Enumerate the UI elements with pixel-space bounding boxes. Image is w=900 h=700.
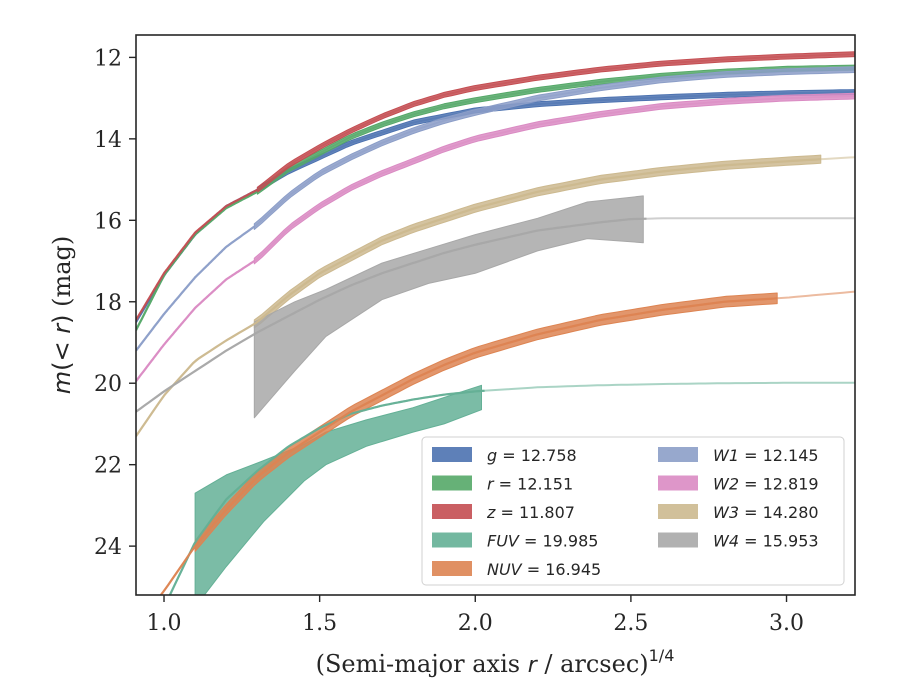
band-nuv: [194, 292, 778, 552]
x-tick-label: 1.5: [302, 611, 337, 636]
y-tick-label: 14: [94, 128, 122, 153]
y-tick-label: 20: [94, 372, 122, 397]
band-w4: [253, 195, 644, 419]
legend-item-g: g = 12.758: [432, 446, 577, 465]
legend-box: [421, 436, 845, 586]
x-tick-label: 2.0: [458, 611, 493, 636]
legend-swatch-w2: [658, 475, 698, 491]
legend-item-w4: W4 = 15.953: [658, 532, 819, 551]
legend-item-fuv: FUV = 19.985: [432, 532, 598, 551]
legend-item-w3: W3 = 14.280: [658, 503, 819, 522]
legend-item-nuv: NUV = 16.945: [432, 560, 601, 579]
legend-swatch-fuv: [432, 532, 472, 548]
band-w3: [253, 154, 822, 329]
x-tick-label: 3.0: [769, 611, 804, 636]
legend-label-nuv: NUV = 16.945: [487, 560, 601, 579]
y-axis-ticks: 12 14 16 18 20 22 24: [94, 46, 136, 560]
band-w2: [253, 92, 855, 265]
legend-label-r: r = 12.151: [487, 475, 573, 494]
legend-swatch-w3: [658, 504, 698, 519]
line-fuv: [168, 389, 485, 595]
legend-label-w1: W1 = 12.145: [713, 446, 819, 465]
legend-swatch-r: [432, 475, 472, 491]
line-r: [136, 190, 258, 331]
y-tick-label: 12: [94, 46, 122, 71]
legend-label-w4: W4 = 15.953: [713, 532, 819, 551]
legend-label-w2: W2 = 12.819: [713, 475, 819, 494]
line-w4: [136, 217, 647, 413]
legend-swatch-w4: [658, 532, 698, 548]
legend-label-fuv: FUV = 19.985: [487, 532, 598, 551]
line-z: [136, 188, 258, 321]
y-tick-label: 16: [94, 209, 122, 234]
plot-frame: [135, 34, 856, 596]
legend-item-z: z = 11.807: [432, 503, 575, 522]
y-tick-label: 24: [94, 535, 122, 560]
plot-series-group: [136, 51, 855, 595]
band-w1: [253, 66, 855, 230]
bright-profile-lines: [136, 158, 821, 595]
x-tick-label: 2.5: [613, 611, 648, 636]
y-axis-label: m(< r) (mag): [48, 236, 76, 395]
band-z: [256, 51, 855, 193]
line-w3: [136, 158, 821, 437]
uncertainty-bands: [194, 51, 855, 595]
legend-swatch-g: [432, 447, 472, 462]
legend-item-w1: W1 = 12.145: [658, 446, 819, 465]
legend-swatch-z: [432, 504, 472, 519]
y-tick-label: 22: [94, 454, 122, 479]
line-nuv: [159, 297, 778, 595]
x-axis-ticks: 1.0 1.5 2.0 2.5 3.0: [147, 595, 804, 636]
x-tick-label: 1.0: [147, 611, 182, 636]
x-axis-label: (Semi-major axis r / arcsec)1/4: [316, 646, 675, 678]
legend-swatch-nuv: [432, 561, 472, 576]
line-w1: [136, 225, 255, 352]
legend-label-g: g = 12.758: [487, 446, 577, 465]
line-w2: [136, 260, 255, 382]
legend-item-r: r = 12.151: [432, 475, 573, 494]
band-r: [256, 64, 855, 195]
legend: g = 12.758 r = 12.151 z = 11.807 FUV = 19.9…: [421, 436, 845, 586]
legend-label-z: z = 11.807: [486, 503, 575, 522]
legend-item-w2: W2 = 12.819: [658, 475, 819, 494]
y-tick-label: 18: [94, 291, 122, 316]
legend-label-w3: W3 = 14.280: [713, 503, 819, 522]
legend-swatch-w1: [658, 447, 698, 462]
